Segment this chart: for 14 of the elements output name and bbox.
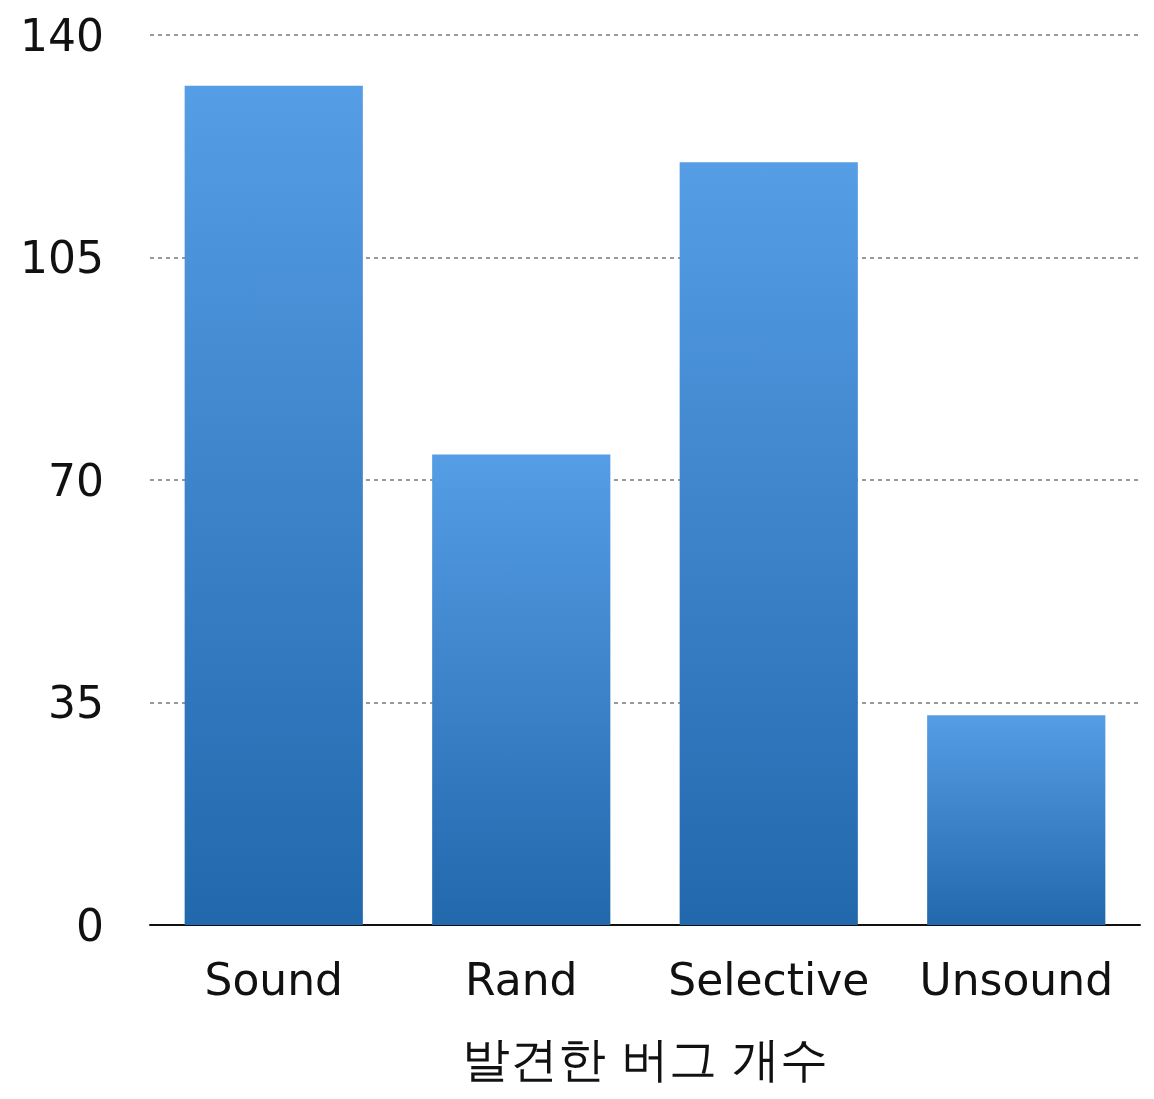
bar xyxy=(927,715,1106,925)
bar xyxy=(432,454,611,925)
y-tick-label: 0 xyxy=(76,899,104,951)
y-tick-label: 35 xyxy=(48,677,104,728)
y-tick-label: 70 xyxy=(48,454,104,506)
x-tick-label: Rand xyxy=(465,953,578,1005)
bar xyxy=(184,85,363,925)
x-tick-label: Selective xyxy=(668,953,870,1005)
y-tick-label: 140 xyxy=(20,9,104,61)
y-tick-label: 105 xyxy=(20,232,104,283)
x-tick-label: Unsound xyxy=(919,953,1114,1005)
bar xyxy=(679,162,858,925)
x-axis-title: 발견한 버그 개수 xyxy=(461,1031,829,1087)
x-tick-label: Sound xyxy=(204,953,344,1005)
